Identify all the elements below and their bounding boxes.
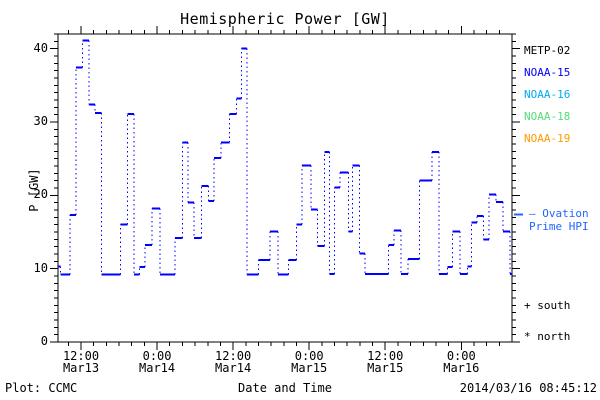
x-tick-label-Mar16-0:00: 0:00 Mar16 xyxy=(429,350,493,374)
legend-noaa-15: NOAA-15 xyxy=(524,66,571,79)
satellite-legend: METP-02 NOAA-15 NOAA-16 NOAA-18 NOAA-19 xyxy=(524,45,570,155)
plot-frame xyxy=(57,33,513,343)
x-tick-label-Mar15-0:00: 0:00 Mar15 xyxy=(277,350,341,374)
y-tick-label-0: 0 xyxy=(40,334,48,348)
plot-timestamp: 2014/03/16 08:45:12 xyxy=(459,381,597,395)
legend-noaa-16: NOAA-16 xyxy=(524,88,571,101)
y-tick-label-10: 10 xyxy=(33,260,48,275)
x-tick-date: Mar15 xyxy=(291,361,328,375)
x-tick-time: 0:00 xyxy=(446,349,476,363)
legend-noaa-18: NOAA-18 xyxy=(524,110,571,123)
x-tick-label-Mar13-12:00: 12:00 Mar13 xyxy=(49,350,113,374)
y-tick-label-30: 30 xyxy=(33,114,48,128)
x-tick-label-Mar14-12:00: 12:00 Mar14 xyxy=(201,350,265,374)
x-tick-label-Mar15-12:00: 12:00 Mar15 xyxy=(353,350,417,374)
x-tick-time: 12:00 xyxy=(62,349,100,363)
legend-ovation-prime-hpi: — Ovation Prime HPI xyxy=(529,207,589,233)
x-axis-title: Date and Time xyxy=(238,381,332,395)
x-tick-time: 0:00 xyxy=(142,349,172,363)
legend-ovation-line2: Prime HPI xyxy=(529,220,589,233)
plot-credit: Plot: CCMC xyxy=(5,381,78,395)
x-tick-date: Mar15 xyxy=(367,361,404,375)
x-tick-time: 12:00 xyxy=(367,349,404,363)
chart-title: Hemispheric Power [GW] xyxy=(180,10,390,28)
legend-south-marker: + south xyxy=(524,299,571,312)
x-tick-date: Mar13 xyxy=(62,361,100,375)
x-tick-date: Mar14 xyxy=(139,361,176,375)
legend-ovation-line1: — Ovation xyxy=(529,207,589,220)
x-tick-time: 0:00 xyxy=(294,349,324,363)
legend-metp-02: METP-02 xyxy=(524,44,571,57)
y-tick-label-20: 20 xyxy=(33,187,48,202)
x-tick-time: 12:00 xyxy=(215,349,252,363)
x-tick-date: Mar16 xyxy=(443,361,480,375)
x-tick-date: Mar14 xyxy=(215,361,252,375)
legend-noaa-19: NOAA-19 xyxy=(524,132,571,145)
x-tick-label-Mar14-0:00: 0:00 Mar14 xyxy=(125,350,189,374)
y-tick-label-40: 40 xyxy=(33,40,48,55)
legend-north-marker: * north xyxy=(524,330,571,343)
